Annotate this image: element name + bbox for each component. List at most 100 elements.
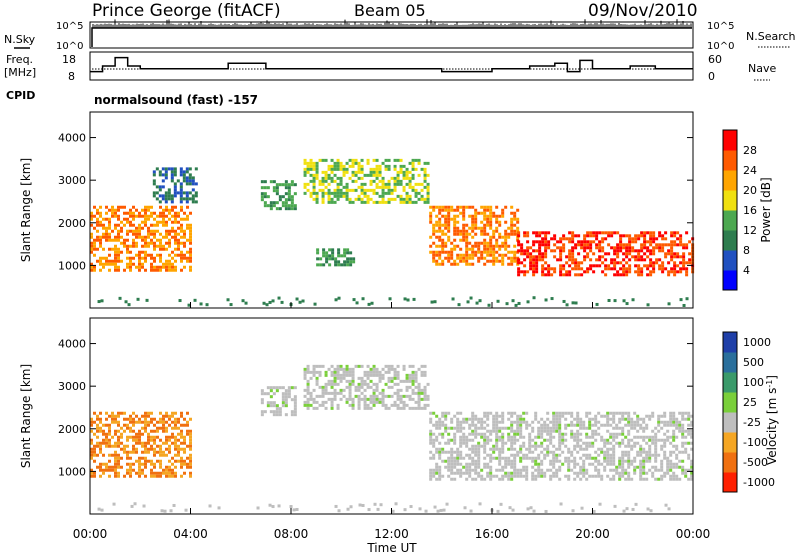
echo-cell <box>162 217 165 221</box>
echo-cell <box>571 231 575 235</box>
echo-cell <box>652 246 656 250</box>
echo-cell <box>360 364 364 368</box>
echo-cell <box>180 459 183 463</box>
echo-cell <box>331 257 335 261</box>
echo-cell <box>489 468 493 472</box>
echo-cell <box>546 468 550 472</box>
echo-cell <box>159 438 162 442</box>
echo-cell <box>667 249 671 253</box>
echo-cell <box>342 376 346 380</box>
echo-cell <box>287 183 291 187</box>
echo-cell <box>159 420 162 424</box>
echo-cell <box>165 208 168 212</box>
echo-cell <box>504 426 508 430</box>
echo-cell <box>675 456 679 460</box>
echo-cell <box>573 459 577 463</box>
echo-cell <box>150 238 153 242</box>
echo-cell <box>438 423 442 427</box>
echo-cell <box>126 220 129 224</box>
echo-cell <box>613 267 617 271</box>
echo-cell <box>634 249 638 253</box>
echo-cell <box>648 450 652 454</box>
echo-cell <box>444 205 448 209</box>
echo-cell <box>396 382 400 386</box>
echo-cell <box>278 198 282 202</box>
echo-cell <box>114 259 117 263</box>
echo-cell <box>555 429 559 433</box>
echo-cell <box>408 185 412 189</box>
echo-cell <box>327 197 331 201</box>
echo-cell <box>177 220 180 224</box>
echo-cell <box>129 265 132 269</box>
echo-cell <box>345 191 349 195</box>
echo-cell <box>370 301 374 305</box>
echo-cell <box>165 411 168 415</box>
echo-cell <box>586 234 590 238</box>
echo-cell <box>510 444 514 448</box>
echo-cell <box>414 370 418 374</box>
echo-cell <box>642 465 646 469</box>
echo-cell <box>321 388 325 392</box>
echo-cell <box>426 403 430 407</box>
echo-cell <box>186 423 189 427</box>
echo-cell <box>272 204 276 208</box>
echo-cell <box>426 173 430 177</box>
echo-cell <box>132 232 135 236</box>
echo-cell <box>658 249 662 253</box>
echo-cell <box>625 273 629 277</box>
echo-cell <box>165 414 168 418</box>
echo-cell <box>513 465 517 469</box>
echo-cell <box>529 246 533 250</box>
echo-cell <box>438 453 442 457</box>
echo-cell <box>306 164 310 168</box>
echo-cell <box>366 188 370 192</box>
echo-cell <box>360 200 364 204</box>
echo-cell <box>456 462 460 466</box>
echo-cell <box>174 441 177 445</box>
echo-cell <box>339 161 343 165</box>
echo-cell <box>540 417 544 421</box>
echo-cell <box>456 468 460 472</box>
x-axis: 00:00 04:00 08:00 12:00 16:00 20:00 00:00 <box>73 302 710 541</box>
echo-cell <box>648 417 652 421</box>
echo-cell <box>138 417 141 421</box>
echo-cell <box>480 444 484 448</box>
echo-cell <box>93 226 96 230</box>
echo-cell <box>690 474 694 478</box>
echo-cell <box>639 471 643 475</box>
echo-cell <box>153 441 156 445</box>
echo-cell <box>609 477 613 481</box>
echo-cell <box>483 411 487 415</box>
echo-cell <box>333 373 337 377</box>
echo-cell <box>348 367 352 371</box>
echo-cell <box>411 164 415 168</box>
echo-cell <box>456 471 460 475</box>
echo-cell <box>621 438 625 442</box>
echo-cell <box>513 229 517 233</box>
echo-cell <box>159 220 162 224</box>
echo-cell <box>108 414 111 418</box>
echo-cell <box>135 438 138 442</box>
echo-cell <box>658 231 662 235</box>
echo-cell <box>528 447 532 451</box>
echo-cell <box>447 426 451 430</box>
echo-cell <box>628 264 632 268</box>
echo-cell <box>558 438 562 442</box>
echo-cell <box>661 261 665 265</box>
echo-cell <box>306 367 310 371</box>
echo-cell <box>471 432 475 436</box>
echo-cell <box>171 229 174 233</box>
echo-cell <box>597 420 601 424</box>
echo-cell <box>432 205 436 209</box>
echo-cell <box>333 173 337 177</box>
echo-cell <box>660 462 664 466</box>
echo-cell <box>162 468 165 472</box>
echo-cell <box>316 248 320 252</box>
echo-cell <box>159 241 162 245</box>
echo-cell <box>492 456 496 460</box>
echo-cell <box>489 456 493 460</box>
echo-cell <box>559 255 563 259</box>
echo-cell <box>426 382 430 386</box>
echo-cell <box>105 205 108 209</box>
